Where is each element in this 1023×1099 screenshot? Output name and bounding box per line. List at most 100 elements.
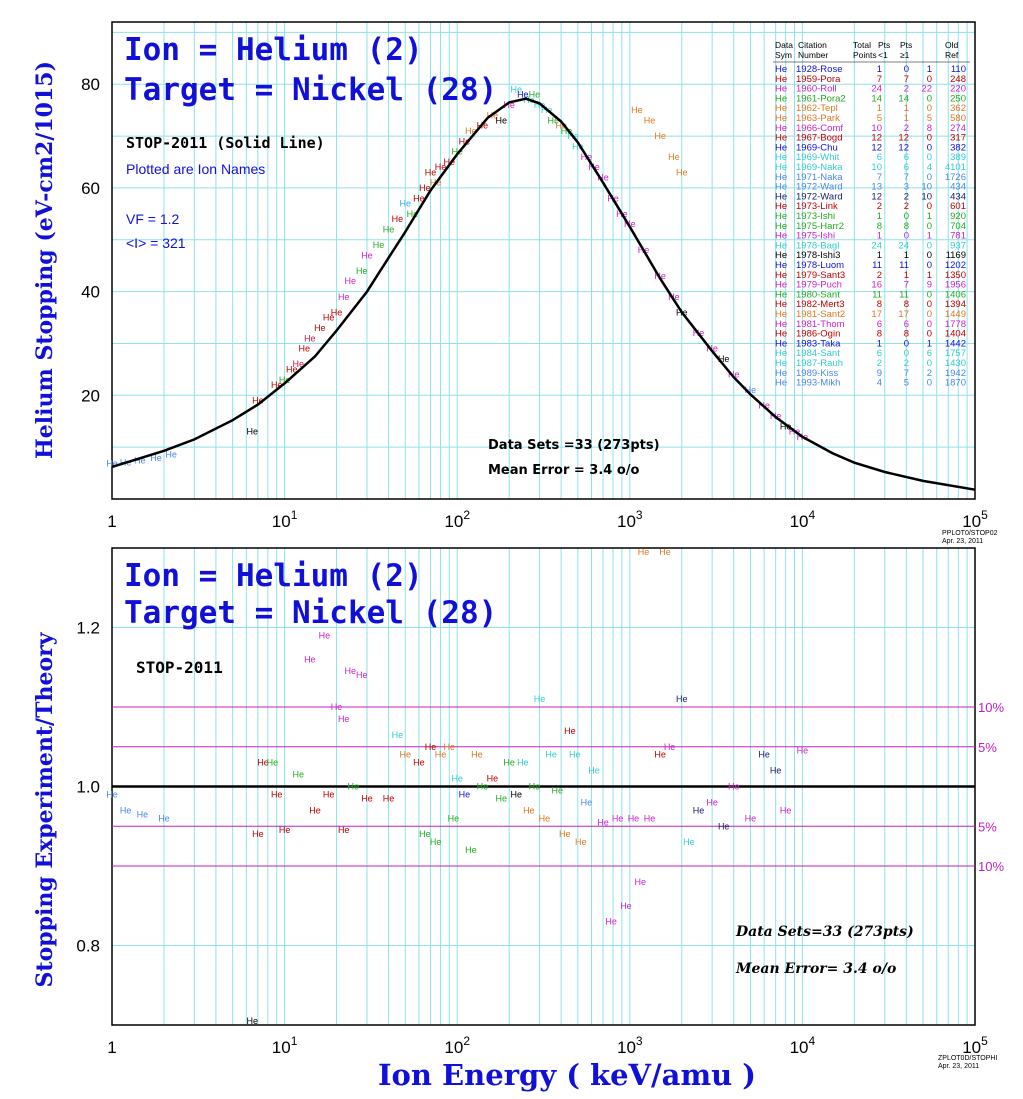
legend-symbol: He (775, 64, 787, 75)
legend-row: He 1983-Taka 1 0 1 1442 (775, 338, 966, 349)
legend-pts-ge1: 0 (927, 142, 932, 153)
legend-citation: 1928-Rose (796, 64, 842, 75)
legend-ref: 781 (950, 231, 966, 242)
data-point: He (150, 453, 162, 463)
legend-pts-lt1: 11 (899, 260, 909, 271)
legend-total: 1 (877, 103, 882, 114)
legend-citation: 1975-Harr2 (796, 221, 844, 232)
data-point: He (267, 758, 279, 768)
data-point: He (413, 758, 425, 768)
legend-total: 10 (871, 162, 882, 173)
bottom-y-axis-label: Stopping Experiment/Theory (32, 631, 58, 987)
legend-row: He 1972-Ward 12 2 10 434 (775, 191, 966, 202)
legend-pts-ge1: 22 (921, 84, 932, 95)
legend-symbol: He (775, 84, 787, 95)
x-tick-label: 103 (617, 1034, 643, 1057)
legend-symbol: He (775, 270, 787, 281)
data-point: He (419, 829, 431, 839)
data-point: He (293, 359, 305, 369)
x-tick-label: 104 (790, 1034, 816, 1057)
legend-pts-lt1: 0 (904, 231, 909, 242)
legend-symbol: He (775, 309, 787, 320)
legend-pts-ge1: 0 (927, 103, 932, 114)
data-point: He (654, 131, 666, 141)
data-point: He (319, 630, 331, 640)
legend-pts-lt1: 2 (904, 201, 909, 212)
legend-symbol: He (775, 133, 787, 144)
legend-ref: 248 (950, 74, 966, 85)
legend-symbol: He (775, 113, 787, 124)
data-point: He (581, 797, 593, 807)
data-point: He (471, 750, 483, 760)
data-point: He (252, 395, 264, 405)
legend-header: Citation (798, 40, 827, 50)
data-point: He (279, 375, 291, 385)
legend-citation: 1987-Rauh (796, 358, 843, 369)
legend-symbol: He (775, 338, 787, 349)
top-panel: He He He He HeHeHeHeHeHeHeHeHeHeHeHeHeHeHeHe… (32, 21, 998, 545)
data-point: He (399, 198, 411, 208)
legend-ref: 920 (950, 211, 966, 222)
legend-row: He 1973-Ishi 1 0 1 920 (775, 211, 966, 222)
data-point: He (465, 845, 477, 855)
legend-row: He 1967-Bogd 12 12 0 317 (775, 133, 966, 144)
data-point: He (444, 157, 456, 167)
legend-symbol: He (775, 348, 787, 359)
legend-pts-lt1: 1 (904, 270, 909, 281)
legend-row: He 1966-Comf 10 2 8 274 (775, 123, 966, 134)
legend-header: Sym (775, 50, 792, 60)
legend-row: He 1978-Bagl 24 24 0 937 (775, 240, 966, 251)
legend-pts-lt1: 6 (904, 152, 909, 163)
data-point: He (624, 219, 636, 229)
data-point: He (620, 901, 632, 911)
data-point: He (545, 750, 557, 760)
data-point: He (496, 116, 508, 126)
data-point: He (392, 214, 404, 224)
data-point: He (664, 742, 676, 752)
legend-ref: 704 (950, 221, 966, 232)
legend-symbol: He (775, 319, 787, 330)
plotted-note: Plotted are Ion Names (126, 161, 265, 177)
legend-pts-ge1: 0 (927, 260, 932, 271)
data-point: He (668, 292, 680, 302)
legend-pts-lt1: 8 (904, 221, 909, 232)
x-tick-label: 1 (107, 512, 116, 531)
data-point: He (323, 789, 335, 799)
legend-citation: 1959-Pora (796, 74, 841, 85)
legend-total: 1 (877, 64, 882, 75)
legend-pts-ge1: 9 (927, 280, 932, 291)
legend-symbol: He (775, 240, 787, 251)
legend-total: 1 (877, 211, 882, 222)
data-point: He (718, 354, 730, 364)
legend-total: 9 (877, 368, 882, 379)
legend-pts-lt1: 5 (904, 378, 909, 389)
legend-total: 12 (871, 142, 882, 153)
legend-pts-ge1: 0 (927, 358, 932, 369)
data-point: He (459, 789, 471, 799)
legend-ref: 580 (950, 113, 966, 124)
y-tick-label: 1.0 (76, 778, 100, 797)
data-point: He (361, 793, 373, 803)
y-tick-label: 80 (81, 75, 100, 94)
legend-citation: 1973-Link (796, 201, 838, 212)
legend-pts-lt1: 0 (904, 64, 909, 75)
legend-symbol: He (775, 201, 787, 212)
data-point: He (552, 785, 564, 795)
legend-header: Points (853, 50, 877, 60)
top-y-axis-label: Helium Stopping (eV-cm2/1015) (32, 61, 58, 459)
data-point: He (419, 183, 431, 193)
legend-citation: 1962-Tepl (796, 103, 838, 114)
legend-row: He 1982-Mert3 8 8 0 1394 (775, 299, 966, 310)
legend-citation: 1989-Kiss (796, 368, 838, 379)
legend-ref: 389 (950, 152, 966, 163)
legend-ref: 434 (950, 191, 966, 202)
legend-row: He 1987-Rauh 2 2 0 1430 (775, 358, 966, 369)
legend-ref: 110 (951, 64, 966, 75)
data-point: He (588, 766, 600, 776)
legend-row: He 1960-Roll 24 2 22 220 (775, 84, 966, 95)
legend-pts-lt1: 2 (904, 84, 909, 95)
data-point: He (575, 837, 587, 847)
legend-pts-ge1: 0 (927, 329, 932, 340)
legend-header: Total (853, 40, 871, 50)
